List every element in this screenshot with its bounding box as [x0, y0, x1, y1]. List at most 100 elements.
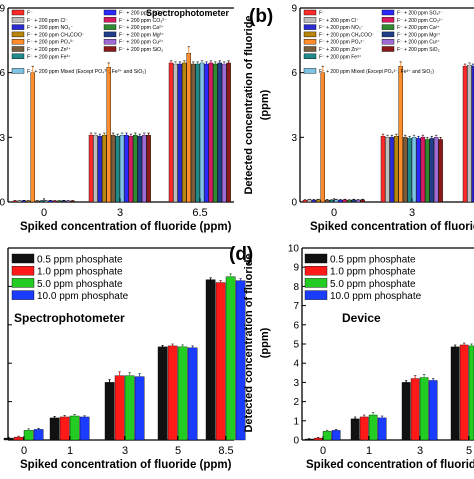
panel-b-legend-swatch	[303, 46, 317, 52]
panel-b-bar	[398, 65, 403, 203]
panel-b-legend-swatch	[303, 24, 317, 30]
panel-a-bar	[119, 134, 125, 203]
panel-b-legend-label: F⁻ + 200 ppm Fe³⁺	[319, 54, 362, 60]
panel-a-legend-label: F⁻ + 200 ppm Zn²⁺	[27, 47, 71, 53]
panel-c-legend-swatch	[11, 253, 35, 264]
panel-a-bar	[190, 63, 196, 203]
panel-b-legend-label: F⁻ + 200 ppm Ca²⁺	[397, 25, 440, 31]
panel-a-legend-label: F⁻ + 200 ppm Cu²⁺	[119, 40, 164, 46]
panel-a-legend-swatch	[103, 39, 117, 45]
panel-d-bar	[368, 414, 378, 441]
panel-c-bar	[33, 429, 44, 441]
panel-d-legend-swatch	[304, 253, 328, 264]
panel-b-legend-label: F⁻ + 200 ppm Cl⁻	[319, 18, 359, 24]
panel-d-legend-label: 10.0 ppm phosphate	[330, 291, 422, 302]
panel-a-bar	[115, 136, 120, 203]
panel-a-y-tick-label: 0	[0, 198, 5, 209]
panel-b-y-axis-label: Detected concentration of fluoride	[243, 15, 255, 194]
panel-b-legend-label: F⁻	[319, 11, 325, 17]
panel-a-bar	[141, 134, 147, 203]
panel-c-bar	[104, 382, 115, 441]
panel-a-bar	[88, 134, 94, 203]
panel-a-bar	[110, 134, 116, 203]
panel-b-legend-swatch	[381, 46, 395, 52]
panel-d-bar	[468, 345, 474, 441]
panel-b-legend-swatch	[303, 53, 317, 59]
panel-a-bar	[226, 62, 231, 203]
panel-a-legend-label: F⁻ + 200 ppm CO₃²⁻	[119, 18, 167, 24]
panel-a-bar	[217, 62, 222, 203]
panel-a-bar	[186, 53, 191, 203]
panel-c-x-tick-label: 5	[175, 445, 181, 457]
panel-b-legend-label: F⁻ + 200 ppm Mg²⁺	[397, 32, 441, 38]
panel-a-legend-label: F⁻ + 200 ppm Mixed (Except PO₄³⁻, Fe³⁺ a…	[27, 69, 146, 75]
panel-b-legend-label: F⁻ + 200 ppm CO₃²⁻	[397, 18, 443, 24]
panel-d-bar	[428, 380, 438, 441]
panel-c-bar	[157, 346, 168, 441]
panel-a-legend-swatch	[103, 9, 117, 16]
panel-d-y-tick-label: 7	[293, 301, 299, 312]
panel-c-bar	[124, 375, 135, 441]
panel-a-legend-label: F⁻ + 200 ppm Mg²⁺	[119, 32, 164, 38]
panel-b-bar	[416, 138, 421, 203]
panel-a-legend-swatch	[11, 46, 25, 52]
panel-d-y-tick-label: 9	[293, 263, 299, 274]
panel-a-title: Spectrophotometer	[146, 8, 230, 18]
panel-b-legend-swatch	[381, 24, 395, 30]
panel-a-bar	[137, 136, 142, 203]
panel-b-legend-label: F⁻ + 200 ppm SiO₂	[397, 47, 440, 53]
panel-b-legend-swatch	[303, 68, 317, 74]
panel-c-x-axis-label: Spiked concentration of fluoride (ppm)	[20, 459, 232, 471]
panel-b-legend-swatch	[303, 17, 317, 23]
panel-b-bar	[320, 72, 325, 203]
panel-b-y-tick-label: 9	[291, 4, 297, 15]
panel-d-legend-label: 1.0 ppm phosphate	[330, 267, 416, 278]
panel-d-bar	[331, 430, 341, 441]
panel-a-bar	[128, 136, 134, 203]
panel-d-y-tick-label: 1	[293, 416, 299, 427]
panel-a-bar	[93, 134, 98, 203]
panel-a-bar	[124, 134, 129, 203]
panel-c-bar	[69, 415, 80, 441]
panel-a-x-tick-label: 3	[117, 207, 123, 219]
panel-b-legend-swatch	[303, 9, 317, 16]
panel-b-legend-label: F⁻ + 200 ppm Mixed (Except PO₄³⁻, Fe³⁺ a…	[319, 69, 434, 75]
panel-d-x-tick-label: 5	[466, 445, 472, 457]
panel-a-x-tick-label: 0	[41, 207, 47, 219]
panel-d-bar	[450, 346, 460, 441]
panel-d-bar	[350, 418, 360, 441]
panel-d-label: (d)	[229, 244, 253, 265]
panel-a-bar	[146, 134, 151, 203]
panel-d-x-tick-label: 1	[366, 445, 372, 457]
panel-b-legend-label: F⁻ + 200 ppm PO₄³⁻	[319, 40, 365, 46]
panel-d-bar	[377, 417, 387, 441]
panel-c-legend-label: 0.5 ppm phosphate	[37, 255, 123, 266]
panel-d-bar	[359, 416, 369, 441]
panel-c-legend-swatch	[11, 266, 35, 276]
panel-a-legend-swatch	[11, 31, 25, 38]
panel-d-y-tick-label: 2	[293, 397, 299, 408]
panel-b-bar	[429, 138, 434, 203]
panel-a-legend-label: F⁻ + 200 ppm SiO₂	[119, 47, 163, 53]
panel-b-bar	[425, 139, 430, 203]
panel-a-legend-swatch	[11, 17, 25, 23]
panel-d-y-axis-label: Detected concentration of fluoride	[243, 253, 255, 432]
panel-a-legend-label: F⁻ + 200 ppm Fe³⁺	[27, 54, 71, 60]
panel-b-y-tick-label: 0	[291, 198, 297, 209]
panel-a-legend-label: F⁻ + 200 ppm NO₃⁻	[27, 25, 73, 31]
panel-b-bar	[402, 137, 408, 203]
panel-b-x-tick-label: 0	[331, 207, 337, 219]
panel-c-legend-label: 5.0 ppm phosphate	[37, 279, 123, 290]
panel-c-bar	[205, 279, 216, 441]
panel-b-label: (b)	[249, 6, 273, 27]
panel-b-legend-label: F⁻ + 200 ppm Zn²⁺	[319, 47, 362, 53]
panel-b-bar	[467, 64, 472, 203]
panel-b-bar	[385, 137, 390, 203]
panel-b-bar	[420, 137, 426, 203]
panel-a-y-tick-label: 6	[0, 68, 5, 79]
panel-d-y-tick-label: 5	[293, 340, 299, 351]
panel-d-y-tick-label: 3	[293, 378, 299, 389]
panel-b-legend-label: F⁻ + 200 ppm SO₄²⁻	[397, 11, 443, 17]
panel-a-legend-swatch	[11, 53, 25, 59]
panel-a-bar	[221, 63, 227, 203]
